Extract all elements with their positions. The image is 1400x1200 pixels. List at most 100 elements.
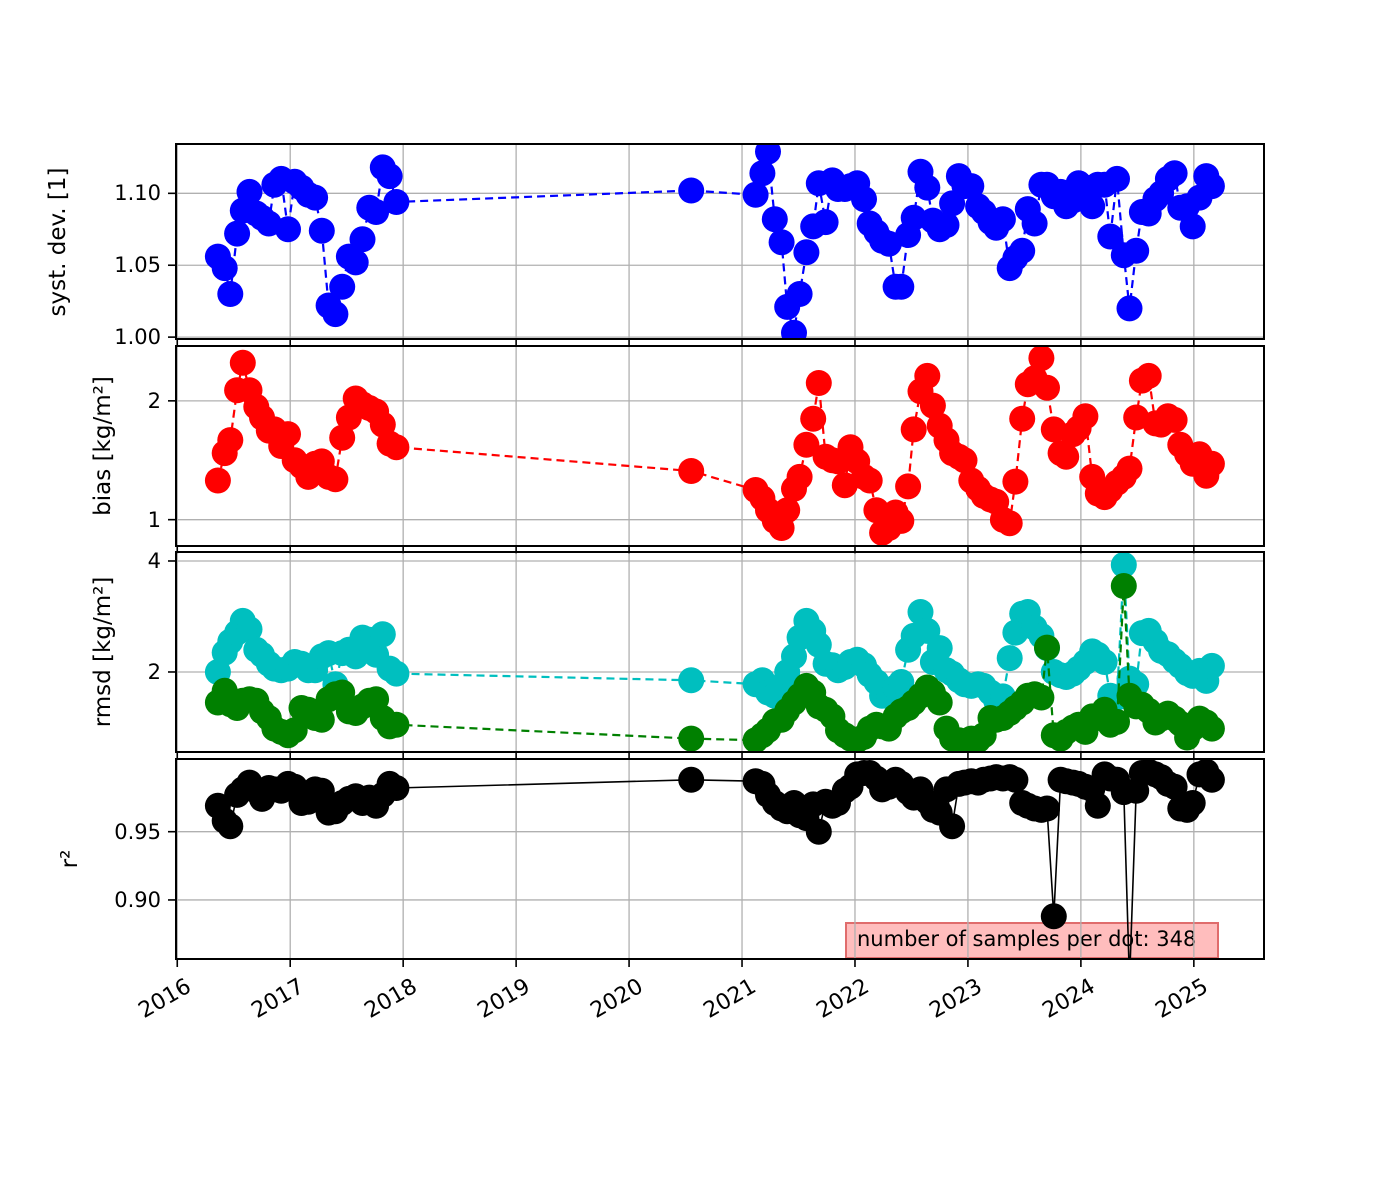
x-tick-label: 2018 — [360, 974, 422, 1024]
panel-r2 — [168, 758, 1265, 967]
data-point — [939, 813, 966, 840]
data-point — [933, 212, 960, 238]
data-point — [1002, 766, 1029, 793]
data-point — [1116, 455, 1143, 482]
data-point — [308, 706, 335, 733]
y-tick-label: 0.90 — [114, 887, 161, 912]
y-tick-label: 0.95 — [114, 819, 161, 844]
data-point — [749, 160, 776, 187]
data-point — [900, 204, 927, 231]
data-point — [1179, 790, 1206, 816]
data-point — [926, 635, 953, 662]
data-point — [1198, 766, 1225, 793]
data-point — [1104, 708, 1130, 735]
data-point — [888, 507, 915, 534]
data-point — [1040, 903, 1067, 930]
data-point — [856, 467, 883, 494]
data-point — [302, 184, 329, 211]
data-point — [1161, 773, 1188, 800]
data-point — [281, 717, 308, 744]
x-tick-label: 2016 — [134, 974, 196, 1024]
data-point — [1110, 551, 1137, 578]
data-point — [805, 370, 832, 396]
data-point — [1053, 443, 1080, 470]
panel-border — [175, 143, 1265, 340]
data-point — [958, 173, 985, 200]
data-point — [363, 199, 390, 225]
panel-bias — [168, 345, 1265, 554]
data-point — [1135, 362, 1162, 389]
data-point — [851, 186, 877, 213]
data-point — [1110, 573, 1137, 599]
data-point — [1123, 237, 1150, 264]
data-point — [768, 229, 795, 256]
data-point — [383, 711, 410, 738]
data-point — [805, 818, 832, 845]
data-point — [217, 427, 244, 454]
data-point — [275, 421, 301, 448]
data-point — [742, 181, 769, 208]
data-point — [996, 510, 1023, 537]
data-point — [1028, 345, 1055, 372]
data-point — [678, 458, 705, 484]
data-point — [376, 163, 403, 190]
data-point — [217, 813, 244, 840]
data-point — [774, 497, 801, 524]
data-point — [1021, 210, 1048, 237]
panel-syst-dev — [168, 143, 1265, 347]
data-point — [1198, 173, 1225, 200]
y-tick-label: 1.05 — [114, 253, 161, 278]
y-tick-label: 1.10 — [114, 181, 161, 206]
data-point — [914, 174, 941, 201]
data-point — [786, 463, 813, 490]
panel-border — [175, 551, 1265, 753]
data-point — [678, 667, 705, 694]
panel-rmsd — [168, 551, 1265, 760]
data-point — [236, 616, 263, 643]
data-point — [888, 273, 915, 300]
data-point — [236, 178, 263, 205]
data-point — [1198, 652, 1225, 679]
data-point — [900, 416, 927, 443]
data-point — [383, 434, 410, 461]
data-point — [678, 766, 705, 793]
data-point — [1117, 969, 1143, 995]
data-point — [793, 431, 820, 458]
data-point — [1116, 295, 1143, 322]
data-point — [895, 473, 922, 500]
data-point — [383, 775, 410, 801]
data-point — [761, 206, 788, 233]
y-tick-label: 2 — [147, 388, 161, 413]
y-axis-label-r2: r² — [57, 849, 83, 869]
data-point — [1091, 649, 1118, 675]
data-point — [678, 725, 705, 752]
data-point — [1104, 165, 1130, 192]
data-point — [308, 777, 335, 804]
data-point — [1028, 684, 1055, 711]
data-point — [1034, 634, 1060, 661]
x-tick-label: 2017 — [247, 974, 309, 1024]
data-point — [1161, 160, 1188, 187]
data-point — [1079, 193, 1106, 220]
data-point — [1084, 792, 1111, 819]
data-point — [781, 319, 807, 340]
data-point — [211, 255, 238, 282]
data-point — [1009, 405, 1036, 432]
data-point — [1072, 403, 1099, 430]
x-tick-label: 2023 — [925, 974, 987, 1024]
data-point — [755, 143, 781, 165]
data-point — [1034, 795, 1060, 822]
data-point — [951, 447, 978, 474]
x-tick-label: 2019 — [473, 974, 535, 1024]
y-axis-label-syst-dev: syst. dev. [1] — [45, 167, 71, 316]
data-point — [996, 645, 1023, 672]
x-tick-label: 2025 — [1151, 974, 1213, 1024]
data-point — [678, 177, 705, 204]
y-tick-label: 1.00 — [114, 325, 161, 350]
samples-annotation: number of samples per dot: 348 — [845, 922, 1219, 959]
data-point — [1161, 406, 1188, 433]
data-point — [1002, 468, 1029, 495]
data-point — [812, 209, 839, 236]
x-tick-label: 2020 — [586, 974, 648, 1024]
